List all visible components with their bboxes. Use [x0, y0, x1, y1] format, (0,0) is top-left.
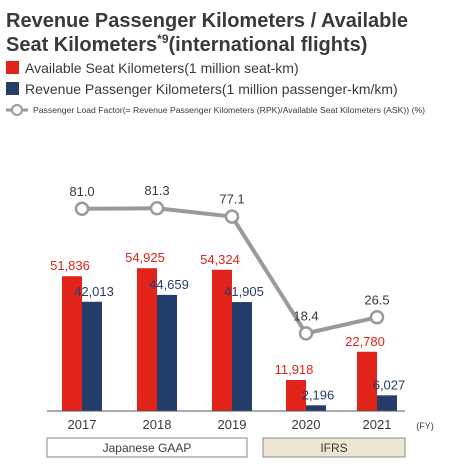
- x-tick-2019: 2019: [218, 417, 247, 432]
- label-ask-2019: 54,324: [200, 252, 240, 267]
- point-plf-2019: [224, 209, 240, 224]
- chart-title-line2: Seat Kilometers*9(international flights): [6, 32, 367, 56]
- point-layer: 81.0 81.3 77.1 18.4 26.5: [69, 183, 390, 341]
- bar-ask-2021: [357, 351, 377, 411]
- legend: Available Seat Kilometers(1 million seat…: [6, 60, 425, 116]
- x-tick-2018: 2018: [143, 417, 172, 432]
- group-label-japanese-gaap: Japanese GAAP: [103, 441, 192, 455]
- bar-ask-2020: [286, 380, 306, 411]
- x-tick-2020: 2020: [292, 417, 321, 432]
- bar-rpk-2019: [232, 302, 252, 411]
- bar-layer: 51,836 42,013 54,925 44,659 54,324 41,905 11,9…: [50, 250, 405, 411]
- label-rpk-2020: 2,196: [302, 387, 335, 402]
- point-plf-2017: [74, 201, 90, 217]
- x-unit-label: (FY): [416, 421, 434, 431]
- label-ask-2018: 54,925: [125, 250, 165, 265]
- label-ask-2017: 51,836: [50, 258, 90, 273]
- bar-ask-2017: [62, 276, 82, 411]
- group-box-japanese-gaap: [46, 437, 248, 458]
- x-tick-2017: 2017: [68, 417, 97, 432]
- group-label-ifrs: IFRS: [320, 441, 347, 455]
- x-tick-2021: 2021: [363, 417, 392, 432]
- legend-swatch-ask: [6, 61, 19, 74]
- legend-label-ask: Available Seat Kilometers(1 million seat…: [25, 60, 299, 76]
- bar-rpk-2020: [306, 405, 326, 411]
- label-plf-2021: 26.5: [364, 292, 389, 307]
- bar-ask-2019: [212, 269, 232, 411]
- legend-label-plf: Passenger Load Factor(= Revenue Passenge…: [33, 106, 425, 115]
- bar-rpk-2017: [82, 301, 102, 411]
- chart-title-line1: Revenue Passenger Kilometers / Available: [6, 10, 408, 32]
- label-ask-2020: 11,918: [275, 362, 314, 377]
- legend-swatch-rpk: [6, 82, 19, 95]
- bar-ask-2018: [137, 268, 157, 411]
- chart-title-superscript: *9: [157, 32, 169, 46]
- label-rpk-2018: 44,659: [149, 277, 189, 292]
- point-plf-2020: [298, 326, 314, 341]
- label-plf-2017: 81.0: [69, 184, 94, 199]
- bar-rpk-2018: [157, 294, 177, 411]
- label-rpk-2017: 42,013: [74, 284, 114, 299]
- point-plf-2018: [149, 200, 165, 216]
- label-plf-2019: 77.1: [219, 192, 244, 207]
- label-rpk-2019: 41,905: [224, 284, 264, 299]
- axis-layer: 2017 2018 2019 2020 2021 (FY): [47, 410, 434, 432]
- group-layer: Japanese GAAP IFRS: [46, 437, 406, 458]
- label-rpk-2021: 6,027: [373, 377, 406, 392]
- group-box-ifrs: [262, 437, 406, 458]
- label-plf-2018: 81.3: [144, 183, 169, 198]
- legend-label-rpk: Revenue Passenger Kilometers(1 million p…: [25, 81, 398, 97]
- legend-marker-plf: [11, 104, 23, 116]
- chart-title-suffix: (international flights): [169, 34, 368, 56]
- label-plf-2020: 18.4: [293, 308, 318, 323]
- chart-title-line2-text: Seat Kilometers: [6, 34, 157, 56]
- label-ask-2021: 22,780: [345, 334, 385, 349]
- point-plf-2021: [369, 310, 385, 325]
- bar-rpk-2021: [377, 395, 397, 411]
